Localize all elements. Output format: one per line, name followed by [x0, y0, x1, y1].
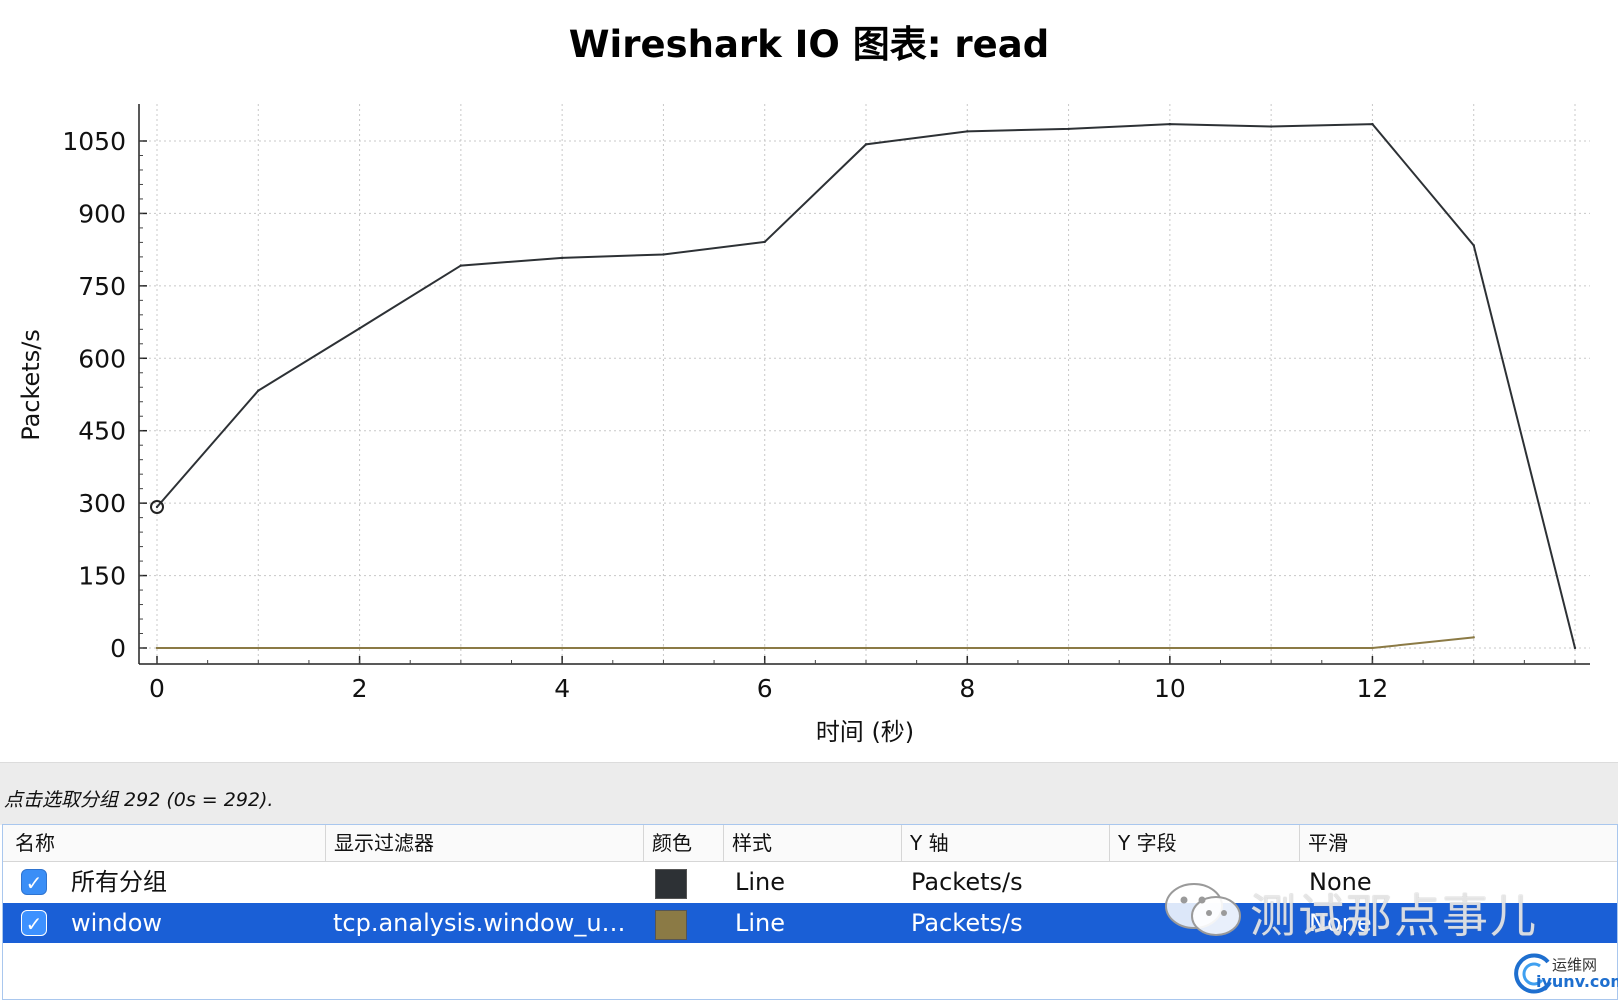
table-header: 名称 显示过滤器 颜色 样式 Y 轴 Y 字段 平滑	[3, 825, 1617, 862]
data-point[interactable]	[358, 327, 361, 330]
color-swatch[interactable]	[655, 869, 687, 899]
enable-checkbox[interactable]: ✓	[21, 910, 47, 936]
data-point[interactable]	[1269, 125, 1273, 128]
data-point[interactable]	[1371, 122, 1374, 126]
status-bar: 点击选取分组 292 (0s = 292).	[0, 762, 1618, 825]
data-point[interactable]	[1168, 122, 1172, 126]
column-header-y-field[interactable]: Y 字段	[1109, 825, 1299, 861]
data-point[interactable]	[560, 256, 564, 260]
io-graph-area[interactable]: 0 150 300 450 600 750 900 1050 0 2 4 6 8 10 12 Wiresha…	[0, 0, 1618, 762]
table-row[interactable]: ✓ 所有分组 Line Packets/s None	[3, 862, 1617, 902]
column-header-color[interactable]: 颜色	[643, 825, 723, 861]
data-point[interactable]	[459, 264, 463, 267]
graph-name[interactable]: 所有分组	[71, 868, 167, 896]
x-axis-label: 时间 (秒)	[815, 718, 915, 746]
data-point[interactable]	[662, 646, 665, 650]
graph-y-axis[interactable]: Packets/s	[911, 909, 1023, 937]
y-tick-label: 150	[78, 562, 126, 591]
data-point[interactable]	[662, 253, 665, 256]
data-point[interactable]	[763, 646, 766, 650]
column-header-style[interactable]: 样式	[723, 825, 901, 861]
site-logo: 运维网 iyunv.com	[1510, 952, 1618, 996]
data-point[interactable]	[358, 646, 361, 650]
graph-y-field[interactable]	[1119, 862, 1289, 902]
x-tick-label: 12	[1357, 674, 1389, 703]
graph-style[interactable]: Line	[735, 909, 786, 937]
data-point[interactable]	[1168, 646, 1172, 650]
column-header-display-filter[interactable]: 显示过滤器	[325, 825, 643, 861]
data-point[interactable]	[257, 646, 260, 650]
graph-y-axis[interactable]: Packets/s	[911, 868, 1023, 896]
x-tick-label: 4	[554, 674, 570, 703]
io-graph-plot[interactable]: 0 150 300 450 600 750 900 1050 0 2 4 6 8 10 12	[0, 0, 1618, 762]
data-point[interactable]	[864, 646, 868, 650]
data-point[interactable]	[155, 505, 159, 509]
color-swatch[interactable]	[655, 910, 687, 940]
status-text: 点击选取分组 292 (0s = 292).	[4, 789, 274, 811]
y-tick-label: 450	[78, 417, 126, 446]
y-tick-label: 1050	[62, 127, 126, 156]
graph-style[interactable]: Line	[735, 868, 786, 896]
graph-display-filter[interactable]: tcp.analysis.window_u…	[333, 909, 626, 937]
x-tick-label: 8	[959, 674, 975, 703]
x-tick-label: 6	[757, 674, 773, 703]
y-tick-label: 600	[78, 344, 126, 373]
graph-list-table[interactable]: 名称 显示过滤器 颜色 样式 Y 轴 Y 字段 平滑 ✓ 所有分组 Line P…	[2, 824, 1618, 1000]
data-point[interactable]	[1472, 636, 1475, 639]
data-point[interactable]	[257, 389, 260, 392]
graph-name[interactable]: window	[71, 909, 163, 937]
data-point[interactable]	[155, 646, 159, 650]
graph-smoothing[interactable]: None	[1309, 868, 1372, 896]
enable-checkbox[interactable]: ✓	[21, 869, 47, 895]
series-line-1[interactable]	[157, 636, 1474, 649]
y-tick-label: 900	[78, 199, 126, 228]
data-point[interactable]	[1067, 646, 1070, 650]
data-point[interactable]	[1472, 244, 1475, 247]
column-header-y-axis[interactable]: Y 轴	[901, 825, 1109, 861]
data-point[interactable]	[1573, 646, 1577, 650]
y-tick-label: 0	[110, 634, 126, 663]
data-point[interactable]	[1269, 646, 1273, 650]
chart-title: Wireshark IO 图表: read	[568, 23, 1050, 66]
graph-smoothing[interactable]: None	[1309, 909, 1372, 937]
data-point[interactable]	[966, 646, 969, 650]
x-tick-label: 2	[352, 674, 368, 703]
data-point[interactable]	[1371, 646, 1374, 650]
graph-display-filter[interactable]	[333, 862, 633, 902]
y-axis-label: Packets/s	[17, 329, 45, 441]
column-header-smoothing[interactable]: 平滑	[1299, 825, 1617, 861]
data-point[interactable]	[560, 646, 564, 650]
y-tick-label: 300	[78, 489, 126, 518]
column-header-name[interactable]: 名称	[15, 831, 55, 855]
x-tick-label: 10	[1154, 674, 1186, 703]
data-point[interactable]	[459, 646, 463, 650]
selected-point-marker[interactable]	[150, 500, 164, 515]
logo-text-domain: iyunv.com	[1536, 972, 1618, 991]
logo-text-cn: 运维网	[1552, 956, 1598, 974]
data-point[interactable]	[864, 143, 868, 146]
x-tick-label: 0	[149, 674, 165, 703]
logo-swirl-icon	[1514, 953, 1552, 994]
graph-y-field[interactable]	[1119, 903, 1289, 943]
data-point[interactable]	[763, 240, 766, 244]
data-point[interactable]	[966, 130, 969, 133]
y-tick-label: 750	[78, 272, 126, 301]
table-row[interactable]: ✓ window tcp.analysis.window_u… Line Pac…	[3, 903, 1617, 943]
data-point[interactable]	[1067, 127, 1070, 131]
